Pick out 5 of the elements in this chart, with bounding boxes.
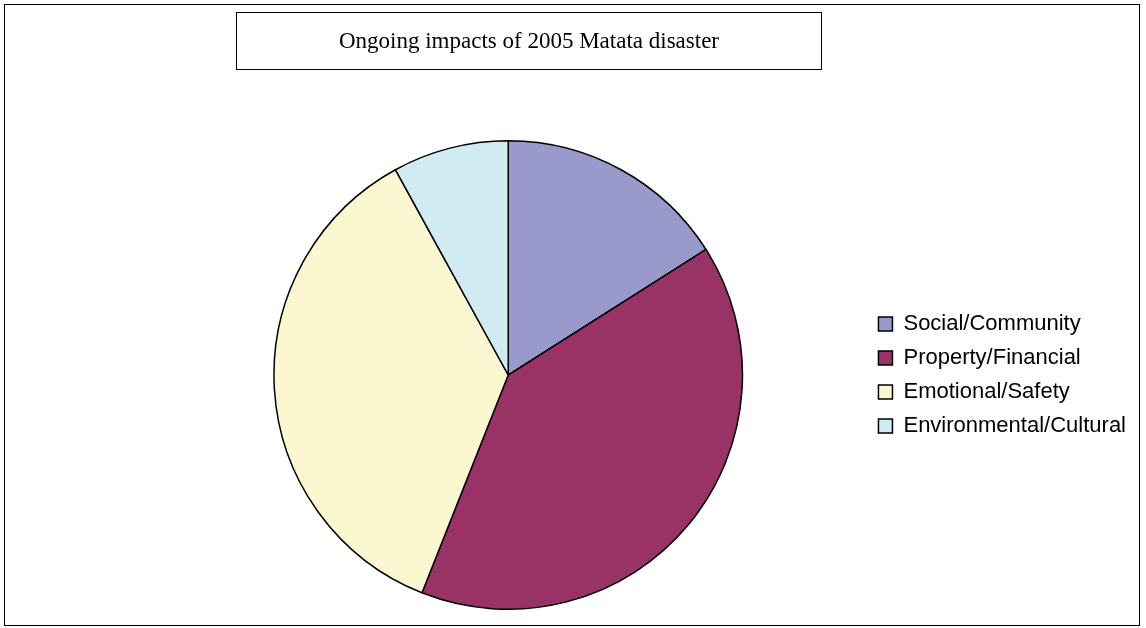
legend-label: Social/Community: [903, 310, 1081, 336]
legend-label: Emotional/Safety: [903, 378, 1070, 404]
legend-label: Property/Financial: [903, 344, 1081, 370]
legend-label: Environmental/Cultural: [903, 412, 1126, 438]
chart-title: Ongoing impacts of 2005 Matata disaster: [236, 12, 822, 70]
